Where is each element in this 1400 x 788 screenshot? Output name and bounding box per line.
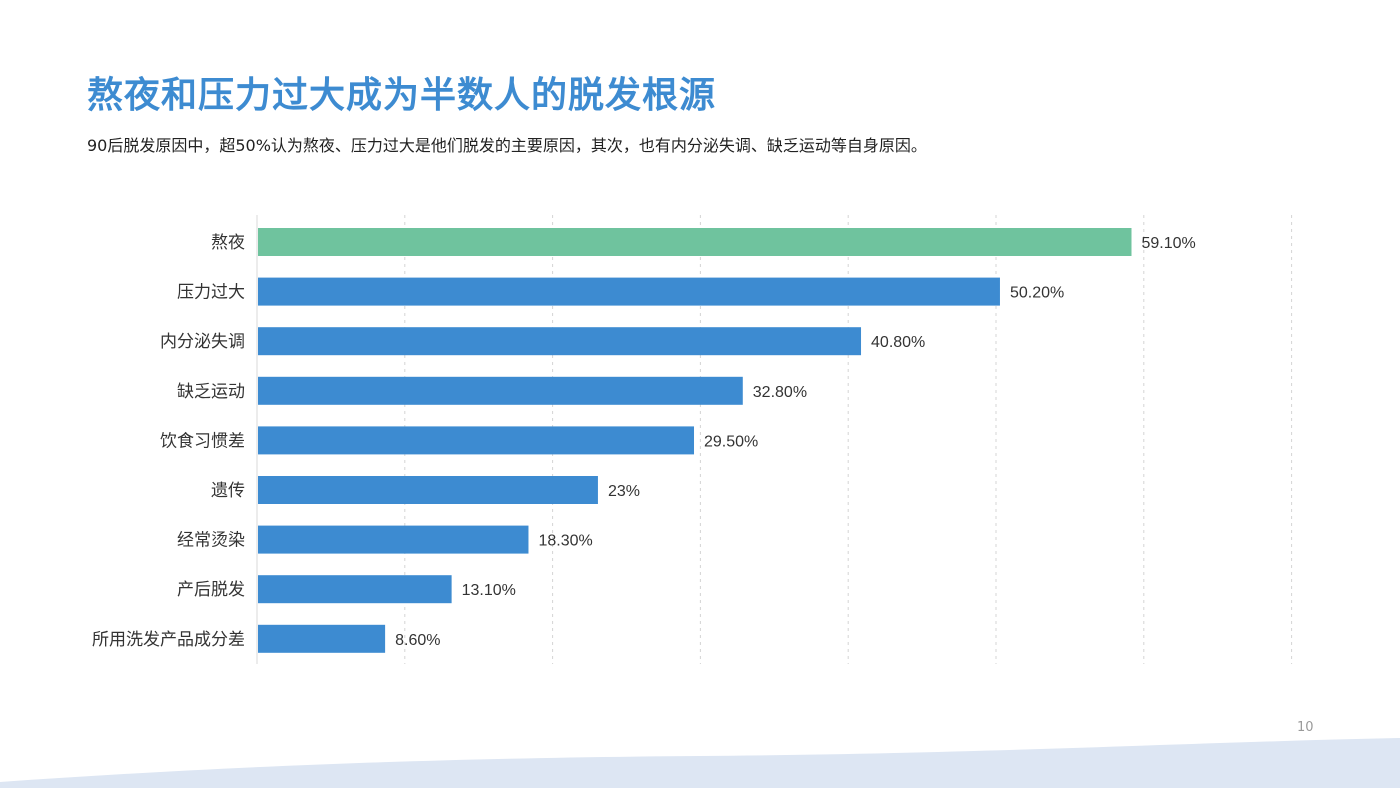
- bars-layer: 熬夜 59.10% 压力过大 50.20% 内分泌失调 40.80% 缺乏运动 32.80% 饮…: [92, 228, 1196, 653]
- bar: [258, 624, 386, 653]
- data-label: 50.20%: [1010, 285, 1064, 302]
- category-label: 遗传: [211, 481, 245, 501]
- bar: [258, 575, 452, 604]
- page-title: 熬夜和压力过大成为半数人的脱发根源: [87, 75, 717, 116]
- bar: [258, 476, 598, 504]
- category-label: 产后脱发: [177, 580, 245, 600]
- bar: [258, 228, 1132, 256]
- data-label: 23%: [608, 483, 640, 500]
- bar: [258, 277, 1000, 306]
- data-label: 8.60%: [395, 632, 440, 649]
- category-label: 压力过大: [177, 283, 245, 303]
- page-subtitle: 90后脱发原因中，超50%认为熬夜、压力过大是他们脱发的主要原因，其次，也有内分…: [87, 136, 927, 155]
- category-label: 缺乏运动: [177, 382, 245, 402]
- data-label: 13.10%: [462, 582, 516, 599]
- footer-wave: [0, 738, 1400, 788]
- category-label: 所用洗发产品成分差: [92, 630, 245, 650]
- category-label: 饮食习惯差: [160, 431, 245, 451]
- data-label: 29.50%: [704, 433, 758, 450]
- page-number: 10: [1297, 720, 1314, 735]
- bar: [258, 525, 529, 554]
- bar: [258, 426, 695, 455]
- data-label: 59.10%: [1141, 235, 1195, 252]
- data-label: 18.30%: [538, 533, 592, 550]
- category-label: 内分泌失调: [160, 332, 245, 352]
- bar: [258, 327, 862, 356]
- category-label: 经常烫染: [177, 531, 245, 551]
- bar-chart: 熬夜 59.10% 压力过大 50.20% 内分泌失调 40.80% 缺乏运动 32.80% 饮…: [92, 215, 1293, 664]
- data-label: 40.80%: [871, 334, 925, 351]
- category-label: 熬夜: [211, 232, 245, 253]
- bar: [258, 376, 743, 405]
- data-label: 32.80%: [753, 384, 807, 401]
